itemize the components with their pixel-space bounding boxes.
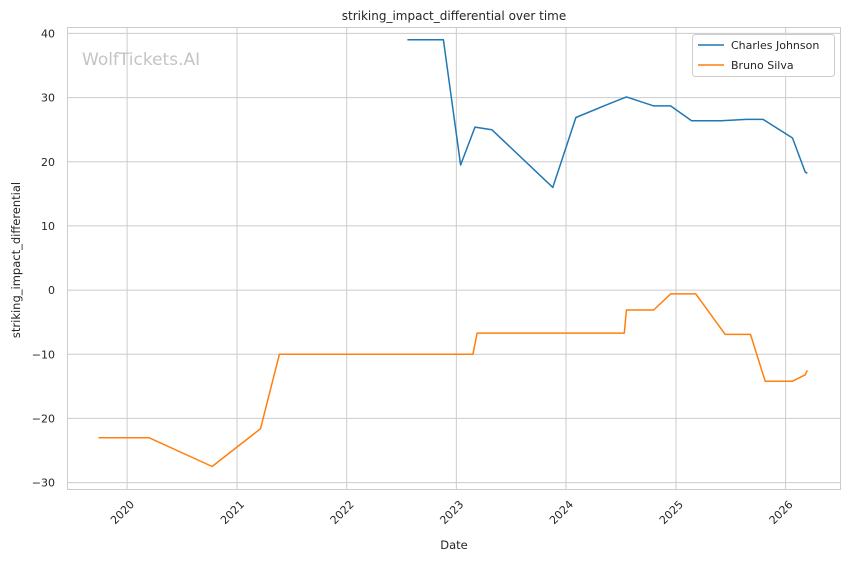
series-line-bruno-silva — [98, 293, 808, 468]
y-tick-label: 30 — [41, 92, 55, 105]
x-tick-label: 2021 — [218, 498, 247, 527]
y-tick-label: 40 — [41, 27, 55, 40]
y-axis-title: striking_impact_differential — [9, 182, 23, 338]
y-tick-label: 10 — [41, 220, 55, 233]
y-tick-label: −30 — [32, 477, 55, 490]
x-tick-label: 2022 — [328, 498, 357, 527]
y-tick-label: −20 — [32, 412, 55, 425]
watermark: WolfTickets.AI — [82, 50, 200, 70]
series-layer — [98, 39, 808, 468]
chart-title: striking_impact_differential over time — [342, 9, 567, 23]
x-tick-label: 2023 — [437, 498, 466, 527]
y-tick-label: 20 — [41, 156, 55, 169]
legend: Charles Johnson Bruno Silva — [692, 34, 835, 77]
grid-lines — [67, 27, 840, 489]
legend-label-bruno-silva: Bruno Silva — [731, 59, 794, 72]
x-tick-label: 2026 — [767, 498, 796, 527]
x-tick-labels: 2020 2021 2022 2023 2024 2025 2026 — [108, 498, 796, 527]
x-tick-label: 2024 — [547, 498, 576, 527]
plot-frame — [67, 27, 841, 490]
x-tick-label: 2025 — [657, 498, 686, 527]
x-tick-label: 2020 — [108, 498, 137, 527]
legend-label-charles-johnson: Charles Johnson — [731, 39, 819, 52]
legend-box — [692, 34, 835, 77]
x-axis-title: Date — [440, 538, 468, 552]
y-tick-label: 0 — [48, 284, 55, 297]
y-tick-label: −10 — [32, 348, 55, 361]
y-tick-labels: 40 30 20 10 0 −10 −20 −30 — [32, 27, 55, 489]
series-line-charles-johnson — [407, 39, 808, 189]
